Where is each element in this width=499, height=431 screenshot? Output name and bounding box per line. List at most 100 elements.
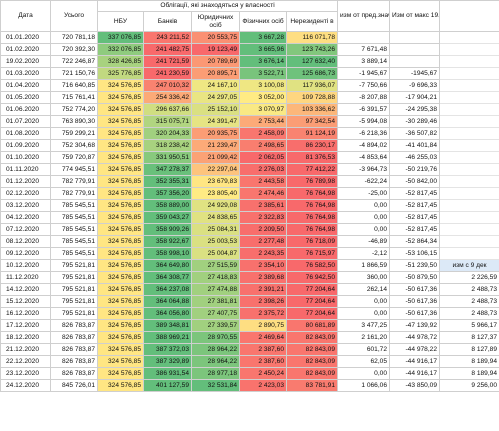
table-row[interactable]: 04.12.2020 785 545,51 324 576,85 359 043,27… — [0, 211, 499, 224]
cell-change-max[interactable]: -47 139,92 — [389, 319, 440, 332]
cell-empty[interactable] — [439, 103, 499, 116]
cell-individuals[interactable]: 3 676,14 — [239, 55, 287, 68]
cell-nbu[interactable]: 324 576,85 — [97, 115, 144, 128]
cell-individuals[interactable]: 2 354,10 — [239, 259, 287, 272]
cell-legal[interactable]: 24 391,47 — [191, 115, 240, 128]
table-row[interactable]: 19.02.2020 722 246,87 328 426,85 241 721,59… — [0, 55, 499, 68]
cell-empty[interactable] — [439, 115, 499, 128]
cell-individuals[interactable]: 3 100,08 — [239, 79, 287, 92]
cell-change-since-dec9[interactable]: 8 189,94 — [439, 367, 499, 380]
cell-individuals[interactable]: 2 450,24 — [239, 367, 287, 380]
cell-nbu[interactable]: 328 426,85 — [97, 55, 144, 68]
table-row[interactable]: 17.12.2020 826 783,87 324 576,85 389 348,81… — [0, 319, 499, 332]
cell-date[interactable]: 01.01.2020 — [0, 31, 51, 44]
cell-banks[interactable]: 387 372,03 — [143, 343, 192, 356]
cell-empty[interactable] — [439, 31, 499, 44]
cell-change-max[interactable]: -50 879,50 — [389, 271, 440, 284]
cell-change-prev[interactable]: -6 218,36 — [337, 127, 390, 140]
cell-individuals[interactable]: 2 375,72 — [239, 307, 287, 320]
cell-total[interactable]: 759 299,21 — [50, 127, 98, 140]
cell-banks[interactable]: 364 649,80 — [143, 259, 192, 272]
cell-nonresidents[interactable]: 82 843,09 — [286, 343, 338, 356]
table-row[interactable]: 24.12.2020 845 726,01 324 576,85 401 127,59… — [0, 379, 499, 392]
cell-total[interactable]: 785 545,51 — [50, 247, 98, 260]
cell-legal[interactable]: 20 553,75 — [191, 31, 240, 44]
cell-individuals[interactable]: 3 052,00 — [239, 91, 287, 104]
cell-banks[interactable]: 401 127,59 — [143, 379, 192, 392]
cell-individuals[interactable]: 2 443,58 — [239, 175, 287, 188]
cell-change-prev[interactable]: 0,00 — [337, 367, 390, 380]
cell-total[interactable]: 785 545,51 — [50, 199, 98, 212]
cell-change-since-dec9[interactable]: 8 127,89 — [439, 343, 499, 356]
cell-nbu[interactable]: 324 576,85 — [97, 235, 144, 248]
cell-legal[interactable]: 28 964,22 — [191, 355, 240, 368]
cell-change-prev[interactable]: -7 750,66 — [337, 79, 390, 92]
cell-legal[interactable]: 27 515,59 — [191, 259, 240, 272]
cell-legal[interactable]: 20 895,71 — [191, 67, 240, 80]
cell-change-prev[interactable]: -8 207,88 — [337, 91, 390, 104]
cell-legal[interactable]: 27 474,88 — [191, 283, 240, 296]
cell-change-max[interactable]: -50 617,36 — [389, 307, 440, 320]
cell-change-since-dec9[interactable]: 2 226,59 — [439, 271, 499, 284]
cell-total[interactable]: 722 246,87 — [50, 55, 98, 68]
cell-nonresidents[interactable]: 82 843,09 — [286, 355, 338, 368]
cell-legal[interactable]: 27 407,75 — [191, 307, 240, 320]
cell-date[interactable]: 17.12.2020 — [0, 319, 51, 332]
cell-total[interactable]: 795 521,81 — [50, 295, 98, 308]
cell-nonresidents[interactable]: 76 718,09 — [286, 235, 338, 248]
cell-nonresidents[interactable]: 77 204,64 — [286, 295, 338, 308]
cell-date[interactable]: 01.09.2020 — [0, 139, 51, 152]
cell-nbu[interactable]: 325 776,85 — [97, 67, 144, 80]
cell-nbu[interactable]: 324 576,85 — [97, 295, 144, 308]
cell-date[interactable]: 18.12.2020 — [0, 331, 51, 344]
cell-total[interactable]: 826 783,87 — [50, 331, 98, 344]
cell-date[interactable]: 21.12.2020 — [0, 343, 51, 356]
cell-banks[interactable]: 296 637,66 — [143, 103, 192, 116]
cell-banks[interactable]: 315 075,71 — [143, 115, 192, 128]
cell-date[interactable]: 01.10.2020 — [0, 151, 51, 164]
header-nonresidents[interactable]: Нерезиденті в — [286, 11, 338, 32]
cell-banks[interactable]: 389 348,81 — [143, 319, 192, 332]
cell-nonresidents[interactable]: 127 632,40 — [286, 55, 338, 68]
cell-total[interactable]: 782 779,91 — [50, 175, 98, 188]
cell-change-prev[interactable]: 62,05 — [337, 355, 390, 368]
cell-empty[interactable] — [439, 139, 499, 152]
cell-banks[interactable]: 241 230,59 — [143, 67, 192, 80]
cell-date[interactable]: 04.12.2020 — [0, 211, 51, 224]
cell-individuals[interactable]: 2 277,48 — [239, 235, 287, 248]
cell-change-since-dec9[interactable]: 8 127,37 — [439, 331, 499, 344]
cell-change-max[interactable]: -52 864,34 — [389, 235, 440, 248]
cell-change-prev[interactable]: 2 161,20 — [337, 331, 390, 344]
cell-legal[interactable]: 24 929,08 — [191, 199, 240, 212]
cell-date[interactable]: 24.12.2020 — [0, 379, 51, 392]
cell-legal[interactable]: 21 099,42 — [191, 151, 240, 164]
cell-banks[interactable]: 331 950,51 — [143, 151, 192, 164]
cell-date[interactable]: 10.12.2020 — [0, 259, 51, 272]
cell-individuals[interactable]: 2 458,09 — [239, 127, 287, 140]
cell-change-prev[interactable]: 3 477,25 — [337, 319, 390, 332]
cell-date[interactable]: 01.12.2020 — [0, 175, 51, 188]
table-row[interactable]: 01.11.2020 774 945,51 324 576,85 347 278,37… — [0, 163, 499, 176]
cell-individuals[interactable]: 2 276,03 — [239, 163, 287, 176]
table-row[interactable]: 23.12.2020 826 783,87 324 576,85 386 931,54… — [0, 367, 499, 380]
cell-empty[interactable] — [439, 235, 499, 248]
cell-empty[interactable] — [439, 199, 499, 212]
cell-change-max[interactable]: -53 106,15 — [389, 247, 440, 260]
cell-change-prev[interactable]: -25,00 — [337, 187, 390, 200]
cell-empty[interactable] — [439, 79, 499, 92]
cell-empty[interactable] — [439, 247, 499, 260]
cell-change-prev[interactable]: -3 964,73 — [337, 163, 390, 176]
table-row[interactable]: 18.12.2020 826 783,87 324 576,85 388 969,21… — [0, 331, 499, 344]
header-total[interactable]: Усього — [50, 0, 98, 32]
cell-legal[interactable]: 21 239,47 — [191, 139, 240, 152]
cell-individuals[interactable]: 3 665,96 — [239, 43, 287, 56]
header-ownership-group[interactable]: Облігації, які знаходяться у власності — [97, 0, 338, 12]
table-row[interactable]: 16.12.2020 795 521,81 324 576,85 364 056,80… — [0, 307, 499, 320]
cell-change-prev[interactable]: 7 671,48 — [337, 43, 390, 56]
cell-nbu[interactable]: 324 576,85 — [97, 103, 144, 116]
cell-change-since-dec9[interactable]: 9 256,00 — [439, 379, 499, 392]
cell-nonresidents[interactable]: 77 204,64 — [286, 307, 338, 320]
cell-individuals[interactable]: 2 398,26 — [239, 295, 287, 308]
cell-nonresidents[interactable]: 76 715,97 — [286, 247, 338, 260]
cell-nbu[interactable]: 324 576,85 — [97, 259, 144, 272]
